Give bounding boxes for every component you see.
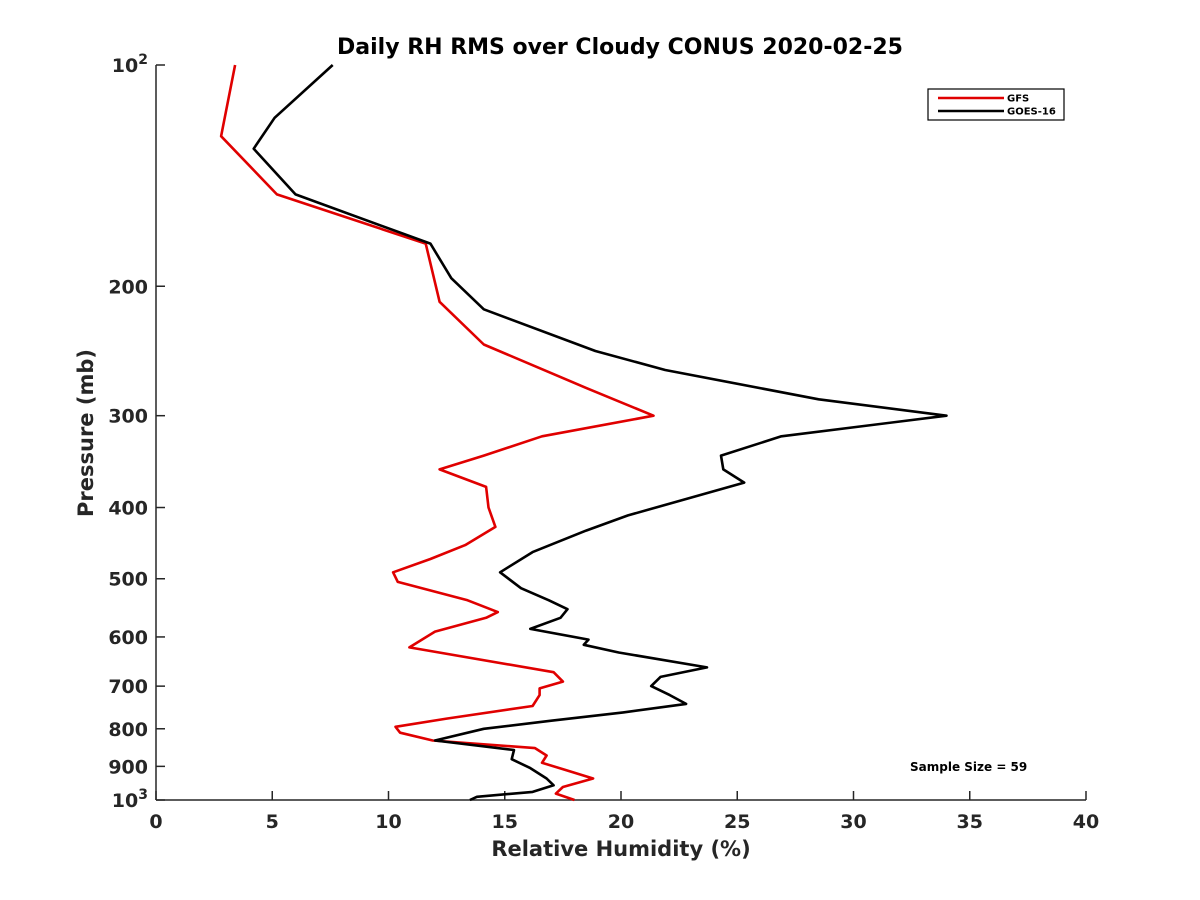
x-tick-label: 25 — [724, 811, 750, 833]
x-tick-label: 15 — [492, 811, 518, 833]
legend-box — [927, 88, 1065, 121]
y-tick-label: 300 — [108, 406, 148, 428]
x-tick-label: 5 — [266, 811, 279, 833]
x-tick-label: 30 — [840, 811, 866, 833]
axes — [155, 65, 1086, 801]
y-tick-label: 200 — [108, 276, 148, 298]
y-tick-label: 103 — [112, 787, 148, 812]
y-axis-title: Pressure (mb) — [74, 349, 98, 517]
y-tick-label: 700 — [108, 676, 148, 698]
legend-label-gfs: GFS — [1007, 94, 1029, 105]
y-tick-label: 400 — [108, 498, 148, 520]
y-tick-base: 10 — [112, 790, 138, 812]
x-axis-title: Relative Humidity (%) — [491, 837, 750, 861]
sample-size-annotation: Sample Size = 59 — [910, 760, 1027, 774]
series-lines — [219, 64, 948, 802]
y-tick-label: 500 — [108, 569, 148, 591]
y-tick-label: 900 — [108, 756, 148, 778]
x-tick-label: 35 — [957, 811, 983, 833]
x-tick-label: 20 — [608, 811, 634, 833]
x-ticks: 0 5 10 15 20 25 30 35 40 — [149, 791, 1099, 833]
x-tick-label: 0 — [149, 811, 162, 833]
y-tick-exponent: 2 — [138, 52, 148, 68]
y-tick-base: 10 — [112, 55, 138, 77]
x-tick-label: 10 — [375, 811, 401, 833]
chart-title: Daily RH RMS over Cloudy CONUS 2020-02-2… — [337, 35, 903, 60]
y-tick-label: 800 — [108, 719, 148, 741]
x-tick-label: 40 — [1073, 811, 1099, 833]
y-tick-label: 600 — [108, 627, 148, 649]
legend: GFS GOES-16 — [927, 88, 1065, 121]
y-tick-exponent: 3 — [138, 787, 148, 803]
series-line-gfs — [219, 64, 655, 802]
legend-label-goes16: GOES-16 — [1007, 107, 1056, 118]
series-line-goes16 — [252, 64, 948, 802]
y-tick-label: 102 — [112, 52, 148, 77]
